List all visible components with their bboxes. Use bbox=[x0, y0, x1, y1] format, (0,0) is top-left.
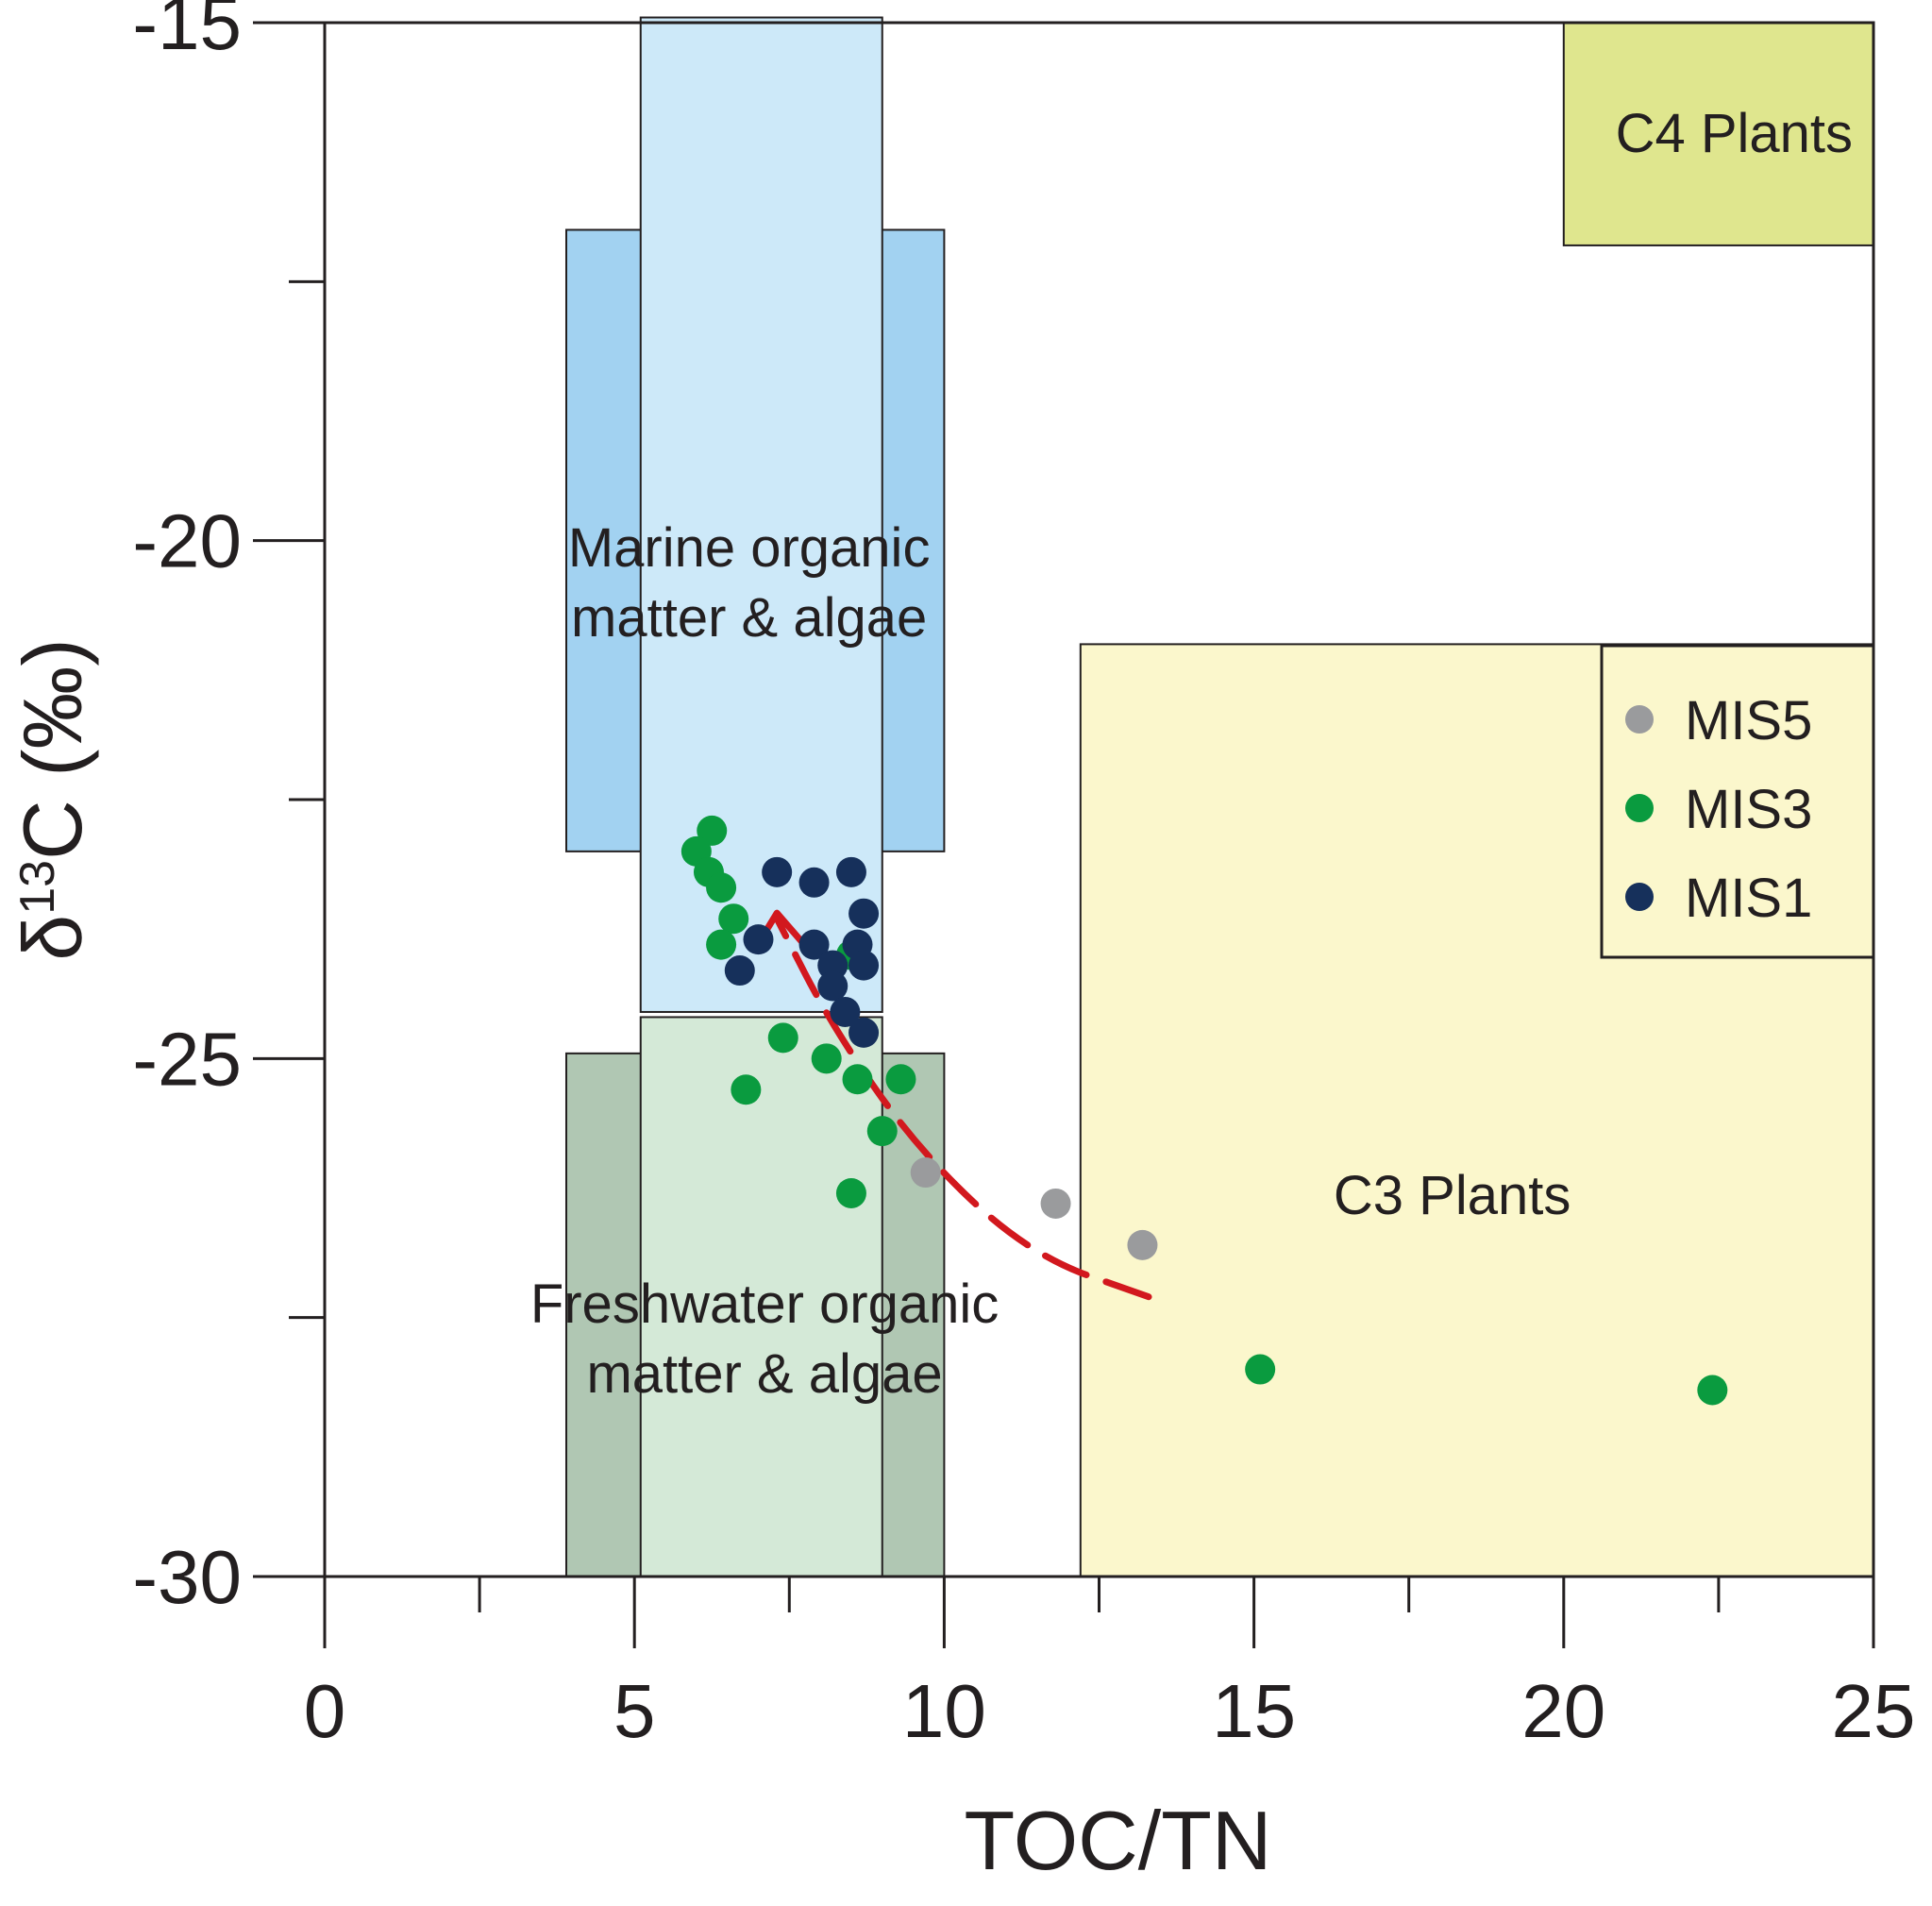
region-label-c3: C3 Plants bbox=[1334, 1165, 1571, 1226]
y-tick-label: -25 bbox=[132, 1017, 242, 1101]
legend-label-mis1: MIS1 bbox=[1685, 868, 1812, 929]
point-mis5 bbox=[1127, 1229, 1158, 1260]
point-mis1 bbox=[724, 955, 755, 987]
point-mis1 bbox=[835, 856, 866, 887]
legend-label-mis3: MIS3 bbox=[1685, 779, 1812, 840]
region-marine-inner bbox=[639, 16, 883, 1013]
x-tick-label: 20 bbox=[1521, 1669, 1605, 1753]
x-tick-label: 10 bbox=[902, 1669, 986, 1753]
point-mis5 bbox=[1040, 1188, 1071, 1219]
point-mis3 bbox=[767, 1022, 798, 1054]
legend: MIS5 MIS3 MIS1 bbox=[1600, 644, 1875, 959]
x-tick-label: 25 bbox=[1832, 1669, 1916, 1753]
point-mis1 bbox=[762, 856, 793, 887]
point-mis1 bbox=[848, 1017, 880, 1048]
x-tick-label: 15 bbox=[1212, 1669, 1296, 1753]
point-mis1 bbox=[830, 996, 861, 1027]
point-mis3 bbox=[731, 1074, 762, 1105]
x-axis-title: TOC/TN bbox=[965, 1794, 1272, 1887]
trend-arrow-line bbox=[773, 915, 1152, 1301]
axes-layer: 0 5 10 15 20 25 -15 -20 -25 -30 bbox=[132, 0, 1915, 1753]
point-mis3 bbox=[1245, 1354, 1276, 1385]
point-mis3 bbox=[866, 1116, 898, 1147]
region-label-marine-inner: Marine organic bbox=[568, 517, 931, 579]
point-mis3 bbox=[1697, 1375, 1728, 1406]
legend-label-mis5: MIS5 bbox=[1685, 690, 1812, 751]
region-label-fresh-inner: Freshwater organic bbox=[530, 1273, 999, 1335]
point-mis1 bbox=[848, 950, 880, 981]
point-mis1 bbox=[817, 970, 848, 1002]
y-tick-label: -30 bbox=[132, 1535, 242, 1619]
region-label-marine-inner: matter & algae bbox=[571, 587, 927, 649]
region-label-fresh-inner: matter & algae bbox=[586, 1343, 942, 1405]
point-mis1 bbox=[798, 929, 830, 960]
region-c4 bbox=[1562, 22, 1875, 246]
point-mis1 bbox=[817, 950, 848, 981]
point-mis3 bbox=[718, 903, 749, 935]
region-fresh-inner bbox=[639, 1016, 883, 1577]
legend-marker-mis3 bbox=[1625, 794, 1654, 822]
region-labels-layer: Marine organic matter & algae Freshwater o… bbox=[530, 103, 1853, 1405]
region-label-c4: C4 Plants bbox=[1616, 103, 1853, 164]
point-mis3 bbox=[842, 1064, 873, 1095]
point-mis3 bbox=[706, 872, 737, 903]
point-mis5 bbox=[910, 1157, 941, 1189]
y-axis-title: δ13C (‰) bbox=[6, 638, 99, 960]
point-mis3 bbox=[811, 1043, 842, 1074]
point-mis3 bbox=[697, 815, 728, 846]
x-tick-label: 0 bbox=[304, 1669, 346, 1753]
y-tick-label: -15 bbox=[132, 0, 242, 65]
points-layer bbox=[680, 815, 1728, 1406]
y-tick-label: -20 bbox=[132, 499, 242, 583]
point-mis1 bbox=[848, 898, 880, 929]
point-mis3 bbox=[885, 1064, 916, 1095]
x-tick-label: 5 bbox=[613, 1669, 656, 1753]
legend-marker-mis5 bbox=[1625, 705, 1654, 734]
point-mis3 bbox=[706, 929, 737, 960]
regions-layer bbox=[564, 16, 1875, 1577]
point-mis1 bbox=[798, 867, 830, 898]
point-mis1 bbox=[743, 924, 774, 955]
point-mis3 bbox=[835, 1177, 866, 1208]
legend-marker-mis1 bbox=[1625, 883, 1654, 911]
